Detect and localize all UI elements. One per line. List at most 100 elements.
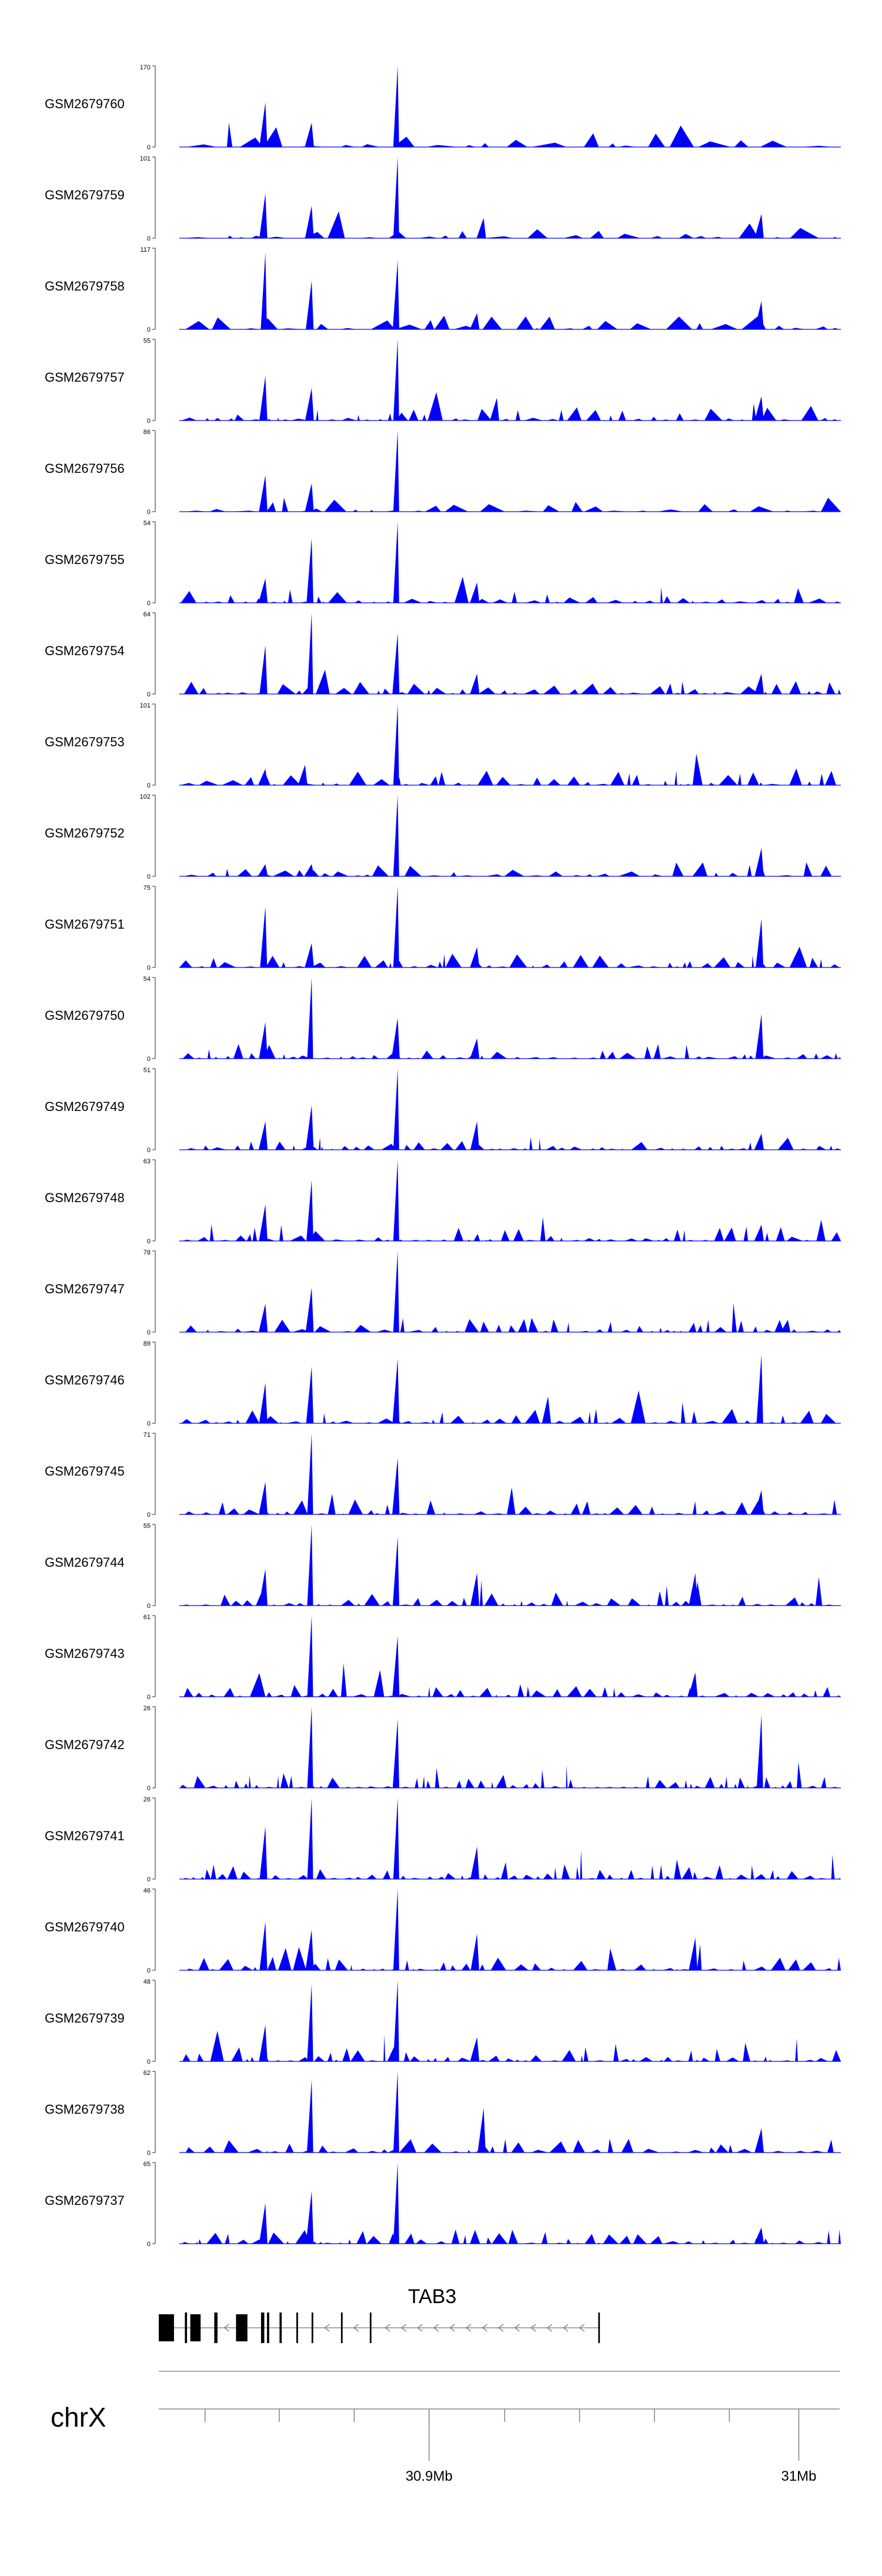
coverage-area [183,1663,841,1697]
y-min-label: 0 [147,326,151,333]
y-min-label: 0 [147,144,151,151]
coverage-peak [259,1921,268,1970]
coverage-peak [393,339,399,421]
coverage-peak [754,847,764,876]
track: GSM2679745 71 0 [45,1432,841,1519]
strand-arrow [449,2324,455,2332]
y-max-label: 101 [140,702,151,709]
track-label: GSM2679753 [45,735,125,749]
track: GSM2679747 78 0 [45,1249,841,1336]
coverage-peak [305,943,314,967]
coverage-peak [470,1121,479,1150]
coverage-peak [259,376,268,421]
coverage-area [179,946,840,967]
strand-arrow [384,2324,390,2332]
coverage-peak [259,1022,268,1059]
track: GSM2679749 51 0 [45,1067,841,1154]
gene-exon [190,2314,201,2341]
gene-exon [236,2314,248,2341]
coverage-peak [392,1457,400,1514]
coverage-peak [393,886,399,967]
coverage-peak [393,431,399,512]
track: GSM2679752 102 0 [45,793,841,880]
track: GSM2679751 75 0 [45,885,841,972]
coverage-peak [393,704,399,785]
track-label: GSM2679747 [45,1282,125,1296]
coverage-peak [476,218,486,238]
coverage-peak [754,213,764,238]
gene-name-label: TAB3 [408,2285,457,2308]
y-max-label: 51 [143,1067,151,1074]
coverage-peak [307,1984,313,2061]
strand-arrow [563,2324,569,2332]
coverage-peak [755,1014,764,1059]
track: GSM2679748 63 0 [45,1158,841,1245]
y-max-label: 55 [143,338,151,345]
y-min-label: 0 [147,1876,151,1883]
coverage-peak [689,1937,698,1970]
strand-arrow [579,2324,585,2332]
y-max-label: 26 [143,1705,151,1712]
track: GSM2679758 117 0 [45,246,841,333]
coverage-peak [754,1224,764,1241]
coverage-peak [259,1204,268,1241]
coverage-peak [754,396,764,421]
track: GSM2679738 62 0 [45,2070,841,2157]
y-max-label: 65 [143,2161,151,2168]
track-label: GSM2679749 [45,1099,125,1114]
coverage-area [186,1944,841,1970]
track: GSM2679753 101 0 [45,702,841,789]
track-label: GSM2679746 [45,1373,125,1387]
coverage-peak [306,281,314,329]
y-min-label: 0 [147,1329,151,1336]
track-label: GSM2679748 [45,1190,125,1205]
coverage-area [180,753,836,785]
coverage-peak [259,193,268,238]
coverage-peak [258,864,268,876]
coverage-peak [306,2191,314,2244]
y-max-label: 86 [143,429,151,436]
y-max-label: 101 [140,155,151,162]
coverage-peak [307,977,313,1059]
y-max-label: 117 [140,246,151,253]
y-min-label: 0 [147,418,151,425]
coverage-area [185,2138,834,2153]
coverage-peak [307,1616,313,1697]
gene-exon [296,2313,298,2343]
track: GSM2679760 170 0 [45,64,841,151]
y-max-label: 78 [143,1249,151,1256]
gene-exon [214,2313,218,2343]
strand-arrow [482,2324,487,2332]
coverage-peak [780,1320,791,1332]
y-min-label: 0 [147,235,151,242]
y-min-label: 0 [147,509,151,516]
y-min-label: 0 [147,600,151,607]
track-label: GSM2679754 [45,643,125,658]
y-min-label: 0 [147,1420,151,1427]
coverage-peak [470,673,480,694]
coverage-peak [393,157,399,238]
coverage-peak [477,2108,486,2153]
strand-arrow [433,2324,439,2332]
track: GSM2679759 101 0 [45,155,841,242]
gene-exon [340,2313,343,2343]
coverage-peak [754,673,764,694]
coverage-peak [470,1933,479,1970]
track: GSM2679754 64 0 [45,611,841,698]
coverage-peak [470,947,480,967]
y-max-label: 64 [143,611,151,618]
coverage-peak [393,1798,399,1879]
coverage-peak [393,1069,399,1150]
track: GSM2679757 55 0 [45,338,841,425]
coverage-peak [298,765,308,785]
coverage-area [181,392,838,421]
coverage-peak [688,1672,698,1697]
coverage-peak [470,2037,480,2061]
track-label: GSM2679758 [45,279,125,293]
track: GSM2679750 54 0 [45,976,841,1063]
coverage-peak [307,613,313,694]
coverage-area [186,122,833,147]
coverage-peak [689,1573,698,1606]
coverage-area [181,1577,836,1606]
coverage-peak [258,769,268,785]
